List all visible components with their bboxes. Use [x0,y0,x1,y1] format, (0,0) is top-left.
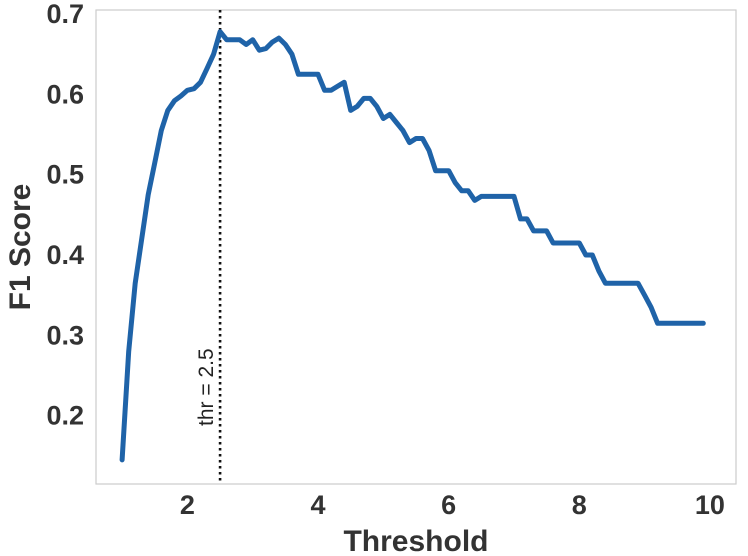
x-tick-label: 6 [441,490,456,520]
y-tick-label: 0.6 [46,79,84,109]
x-tick-labels: 2 4 6 8 10 [180,490,725,520]
y-tick-label: 0.5 [46,160,84,190]
plot-area: thr = 2.5 [95,9,737,485]
x-axis-title: Threshold [343,525,488,556]
x-tick-label: 2 [180,490,195,520]
y-tick-label: 0.2 [46,401,84,431]
y-tick-labels: 0.2 0.3 0.4 0.5 0.6 0.7 [46,0,84,431]
x-tick-label: 10 [695,490,725,520]
y-axis-title: F1 Score [4,184,37,311]
threshold-reference-label: thr = 2.5 [195,348,218,426]
x-tick-label: 4 [311,490,326,520]
x-tick-label: 8 [572,490,587,520]
f1-score-series-line [119,29,706,463]
plot-frame [95,9,737,485]
y-tick-label: 0.4 [46,240,84,270]
y-tick-label: 0.7 [46,0,84,29]
y-tick-label: 0.3 [46,320,84,350]
